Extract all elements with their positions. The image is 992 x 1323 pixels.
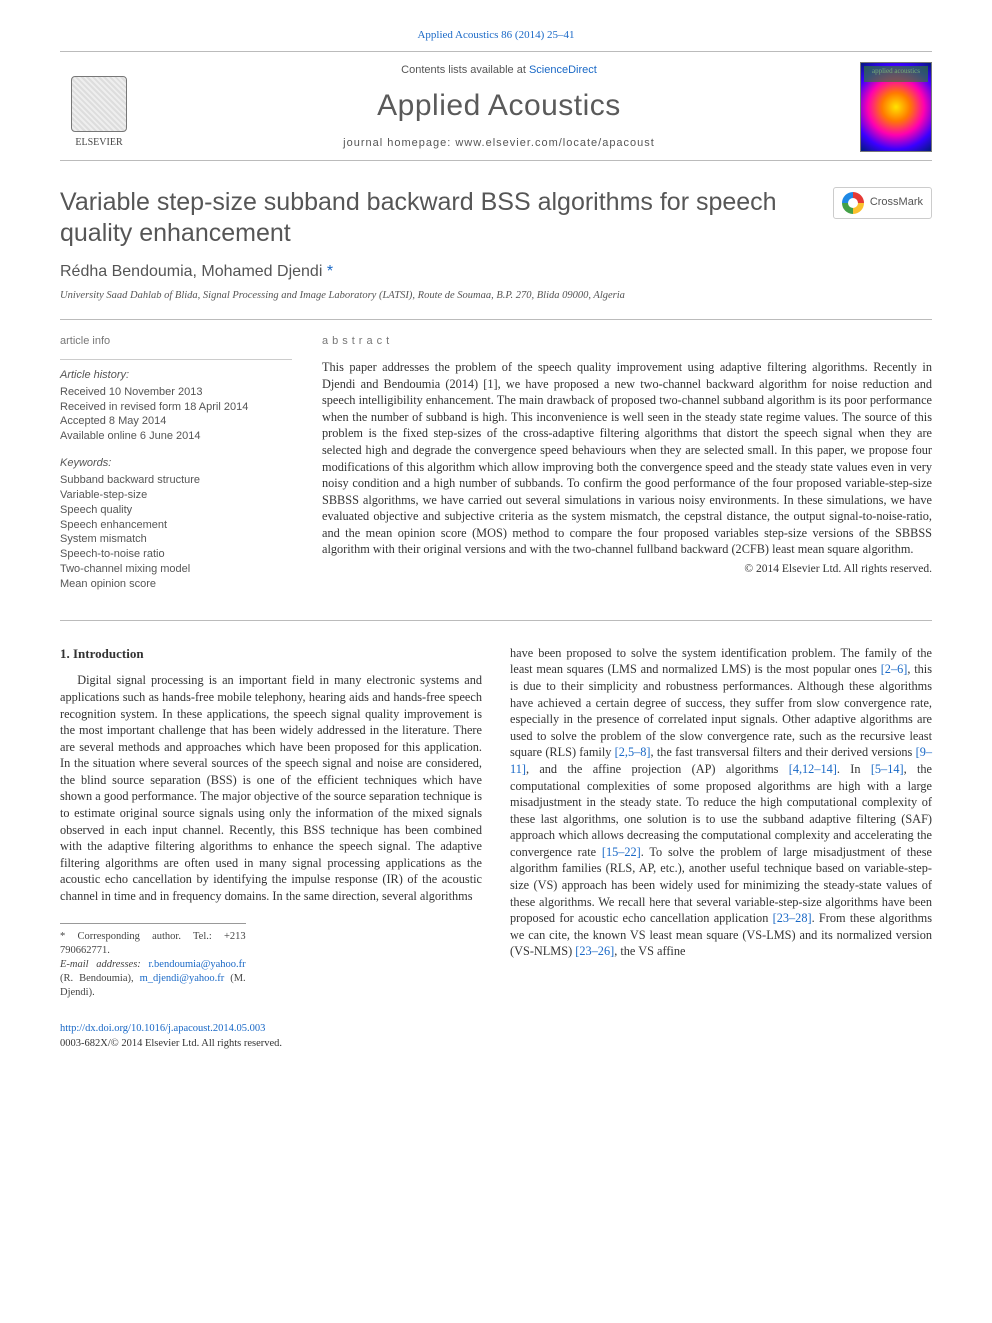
crossmark-button[interactable]: CrossMark xyxy=(833,187,932,219)
email-who: (R. Bendoumia), xyxy=(60,973,140,984)
corresponding-mark-link[interactable]: * xyxy=(327,263,333,280)
email-line: E-mail addresses: r.bendoumia@yahoo.fr (… xyxy=(60,958,246,1001)
history-line: Accepted 8 May 2014 xyxy=(60,414,292,429)
keywords-group: Keywords: Subband backward structure Var… xyxy=(60,456,292,592)
history-line: Received in revised form 18 April 2014 xyxy=(60,400,292,415)
keyword: Speech quality xyxy=(60,503,292,518)
rule-mid xyxy=(60,620,932,621)
ref-link[interactable]: [2–6] xyxy=(881,662,908,676)
email-label: E-mail addresses: xyxy=(60,959,149,970)
publisher-logo: ELSEVIER xyxy=(60,64,138,150)
ref-link[interactable]: [5–14] xyxy=(871,762,904,776)
masthead-center: Contents lists available at ScienceDirec… xyxy=(150,63,848,151)
history-line: Received 10 November 2013 xyxy=(60,385,292,400)
email-link[interactable]: r.bendoumia@yahoo.fr xyxy=(149,959,246,970)
publisher-name: ELSEVIER xyxy=(75,136,122,150)
meta-abstract-row: article info Article history: Received 1… xyxy=(60,334,932,604)
keyword: Variable-step-size xyxy=(60,488,292,503)
masthead: ELSEVIER Contents lists available at Sci… xyxy=(60,51,932,161)
contents-prefix: Contents lists available at xyxy=(401,64,529,76)
title-block: Variable step-size subband backward BSS … xyxy=(60,187,932,250)
history-group: Article history: Received 10 November 20… xyxy=(60,359,292,444)
keyword: Speech enhancement xyxy=(60,518,292,533)
doi-link[interactable]: http://dx.doi.org/10.1016/j.apacoust.201… xyxy=(60,1023,265,1034)
author-names: Rédha Bendoumia, Mohamed Djendi xyxy=(60,263,327,280)
affiliation: University Saad Dahlab of Blida, Signal … xyxy=(60,289,932,303)
ref-link[interactable]: [2,5–8] xyxy=(615,745,651,759)
abstract-text: This paper addresses the problem of the … xyxy=(322,359,932,558)
footnotes: * Corresponding author. Tel.: +213 79066… xyxy=(60,923,246,1001)
body-columns: 1. Introduction Digital signal processin… xyxy=(60,645,932,1051)
ref-link[interactable]: [23–26] xyxy=(575,944,614,958)
ref-link[interactable]: [15–22] xyxy=(602,845,641,859)
citation-link[interactable]: Applied Acoustics 86 (2014) 25–41 xyxy=(417,29,574,41)
page: Applied Acoustics 86 (2014) 25–41 ELSEVI… xyxy=(0,0,992,1091)
authors: Rédha Bendoumia, Mohamed Djendi * xyxy=(60,261,932,283)
issn-copyright: 0003-682X/© 2014 Elsevier Ltd. All right… xyxy=(60,1037,482,1051)
section-heading: 1. Introduction xyxy=(60,645,482,663)
rule-top xyxy=(60,319,932,320)
history-line: Available online 6 June 2014 xyxy=(60,429,292,444)
abstract-head: abstract xyxy=(322,334,932,349)
keyword: Speech-to-noise ratio xyxy=(60,547,292,562)
article-info-head: article info xyxy=(60,334,292,349)
article-info: article info Article history: Received 1… xyxy=(60,334,292,604)
crossmark-label: CrossMark xyxy=(870,195,923,210)
keywords-label: Keywords: xyxy=(60,456,292,471)
email-link[interactable]: m_djendi@yahoo.fr xyxy=(140,973,225,984)
article-title: Variable step-size subband backward BSS … xyxy=(60,187,833,250)
cover-label: applied acoustics xyxy=(861,67,931,76)
body-para: Digital signal processing is an importan… xyxy=(60,672,482,904)
doi-block: http://dx.doi.org/10.1016/j.apacoust.201… xyxy=(60,1022,482,1050)
journal-cover-thumb: applied acoustics xyxy=(860,62,932,152)
keyword: Mean opinion score xyxy=(60,577,292,592)
abstract-copyright: © 2014 Elsevier Ltd. All rights reserved… xyxy=(322,562,932,578)
ref-link[interactable]: [23–28] xyxy=(773,911,812,925)
journal-title: Applied Acoustics xyxy=(150,86,848,127)
history-label: Article history: xyxy=(60,368,292,383)
keyword: Two-channel mixing model xyxy=(60,562,292,577)
ref-link[interactable]: [4,12–14] xyxy=(789,762,837,776)
keyword: Subband backward structure xyxy=(60,473,292,488)
body-para: have been proposed to solve the system i… xyxy=(510,645,932,960)
elsevier-tree-icon xyxy=(71,76,127,132)
crossmark-icon xyxy=(842,192,864,214)
abstract: abstract This paper addresses the proble… xyxy=(322,334,932,604)
sciencedirect-link[interactable]: ScienceDirect xyxy=(529,64,597,76)
journal-homepage: journal homepage: www.elsevier.com/locat… xyxy=(150,136,848,151)
contents-line: Contents lists available at ScienceDirec… xyxy=(150,63,848,78)
corresponding-note: * Corresponding author. Tel.: +213 79066… xyxy=(60,930,246,958)
keyword: System mismatch xyxy=(60,532,292,547)
top-citation: Applied Acoustics 86 (2014) 25–41 xyxy=(60,28,932,43)
